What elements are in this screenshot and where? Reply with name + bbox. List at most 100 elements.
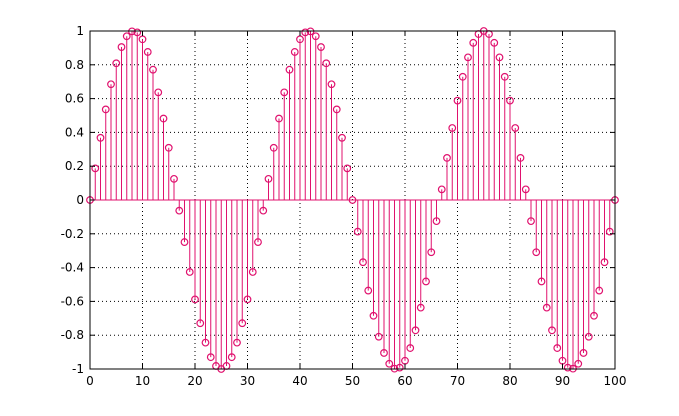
y-tick-label: 0.8 — [65, 58, 84, 72]
y-tick-label: 1 — [76, 24, 84, 38]
stem-marker — [175, 206, 184, 215]
stem-marker — [437, 185, 446, 194]
stem-marker — [164, 143, 173, 152]
y-tick-label: 0.6 — [65, 92, 84, 106]
x-tick-label: 10 — [135, 374, 150, 388]
x-tick-label: 30 — [240, 374, 255, 388]
stem-series — [86, 27, 619, 373]
stem-marker — [101, 105, 110, 114]
stem-marker — [600, 258, 609, 267]
x-tick-label: 80 — [502, 374, 517, 388]
stem-marker — [458, 72, 467, 81]
stem-marker — [584, 332, 593, 341]
stem-marker — [563, 363, 572, 372]
stem-marker — [548, 326, 556, 335]
stem-marker — [107, 80, 115, 89]
stem-marker — [595, 286, 604, 295]
stem-marker — [112, 59, 121, 68]
stem-marker — [196, 319, 205, 328]
stem-marker — [380, 349, 388, 357]
x-tick-labels: 0 10 20 30 40 50 60 70 80 90 100 — [86, 374, 626, 388]
stem-marker — [448, 124, 457, 132]
stem-marker — [506, 96, 514, 105]
stem-marker — [511, 124, 520, 132]
x-tick-label: 40 — [292, 374, 307, 388]
x-tick-label: 60 — [397, 374, 412, 388]
y-tick-label: 0.2 — [65, 159, 84, 173]
y-tick-label: 0 — [76, 193, 84, 207]
stem-marker — [238, 319, 247, 328]
stem-marker — [201, 338, 210, 347]
stem-marker — [579, 349, 588, 357]
stem-marker — [353, 227, 362, 236]
stem-marker — [432, 217, 441, 226]
y-tick-label: -1 — [72, 362, 84, 376]
stem-marker — [521, 185, 530, 194]
stem-marker — [91, 164, 100, 173]
stem-marker — [117, 43, 126, 51]
stem-marker — [364, 286, 373, 295]
stem-marker — [469, 38, 478, 47]
y-tick-label: -0.4 — [61, 261, 84, 275]
stem-marker — [327, 80, 336, 89]
x-tick-label: 100 — [604, 374, 627, 388]
stem-marker — [332, 105, 341, 114]
stem-marker — [422, 277, 430, 286]
stem-marker — [317, 43, 325, 51]
stem-marker — [553, 344, 562, 352]
x-tick-label: 20 — [187, 374, 202, 388]
stem-marker — [285, 65, 294, 74]
stem-marker — [96, 133, 105, 142]
stem-marker — [416, 303, 425, 312]
stem-marker — [343, 164, 352, 173]
stem-marker — [338, 133, 346, 142]
stem-marker — [359, 258, 367, 267]
tick-marks — [89, 30, 616, 370]
stem-marker — [590, 311, 598, 320]
stem-marker — [143, 48, 152, 56]
stem-marker — [290, 48, 299, 56]
stem-marker — [348, 196, 357, 204]
stem-marker — [490, 38, 499, 47]
stem-marker — [369, 311, 378, 320]
stem-marker — [322, 59, 331, 68]
stem-marker — [311, 32, 320, 41]
stem-marker — [532, 248, 541, 257]
stem-marker — [206, 353, 215, 362]
stem-marker — [374, 332, 383, 341]
stem-marker — [280, 88, 289, 97]
stem-marker — [574, 359, 583, 368]
y-tick-label: -0.8 — [61, 328, 84, 342]
stem-marker — [516, 154, 525, 162]
stem-marker — [301, 28, 310, 37]
y-tick-labels: -1 -0.8 -0.6 -0.4 -0.2 0 0.2 0.4 0.6 0.8 1 — [61, 24, 84, 376]
stem-marker — [243, 295, 252, 304]
stem-marker — [248, 268, 257, 276]
stem-marker — [227, 353, 236, 362]
stem-marker — [185, 268, 194, 276]
stem-marker — [537, 277, 546, 286]
x-tick-label: 50 — [345, 374, 360, 388]
stem-marker — [427, 248, 436, 257]
y-tick-label: -0.6 — [61, 294, 84, 308]
stem-marker — [527, 217, 535, 226]
stem-marker — [133, 28, 142, 37]
stem-marker — [605, 227, 614, 236]
x-tick-label: 70 — [450, 374, 465, 388]
stem-marker — [453, 96, 462, 105]
stem-marker — [149, 65, 157, 74]
stem-marker — [275, 114, 283, 123]
x-tick-label: 90 — [555, 374, 570, 388]
stem-marker — [264, 174, 273, 183]
stem-marker — [170, 174, 178, 183]
stem-marker — [259, 206, 268, 215]
stem-marker — [443, 154, 451, 162]
stem-marker — [500, 72, 509, 81]
stem-marker — [395, 363, 404, 372]
y-tick-label: 0.4 — [65, 125, 84, 139]
stem-marker — [411, 326, 420, 335]
stem-marker — [154, 88, 163, 97]
stem-marker — [385, 359, 394, 368]
stem-marker — [191, 295, 199, 304]
